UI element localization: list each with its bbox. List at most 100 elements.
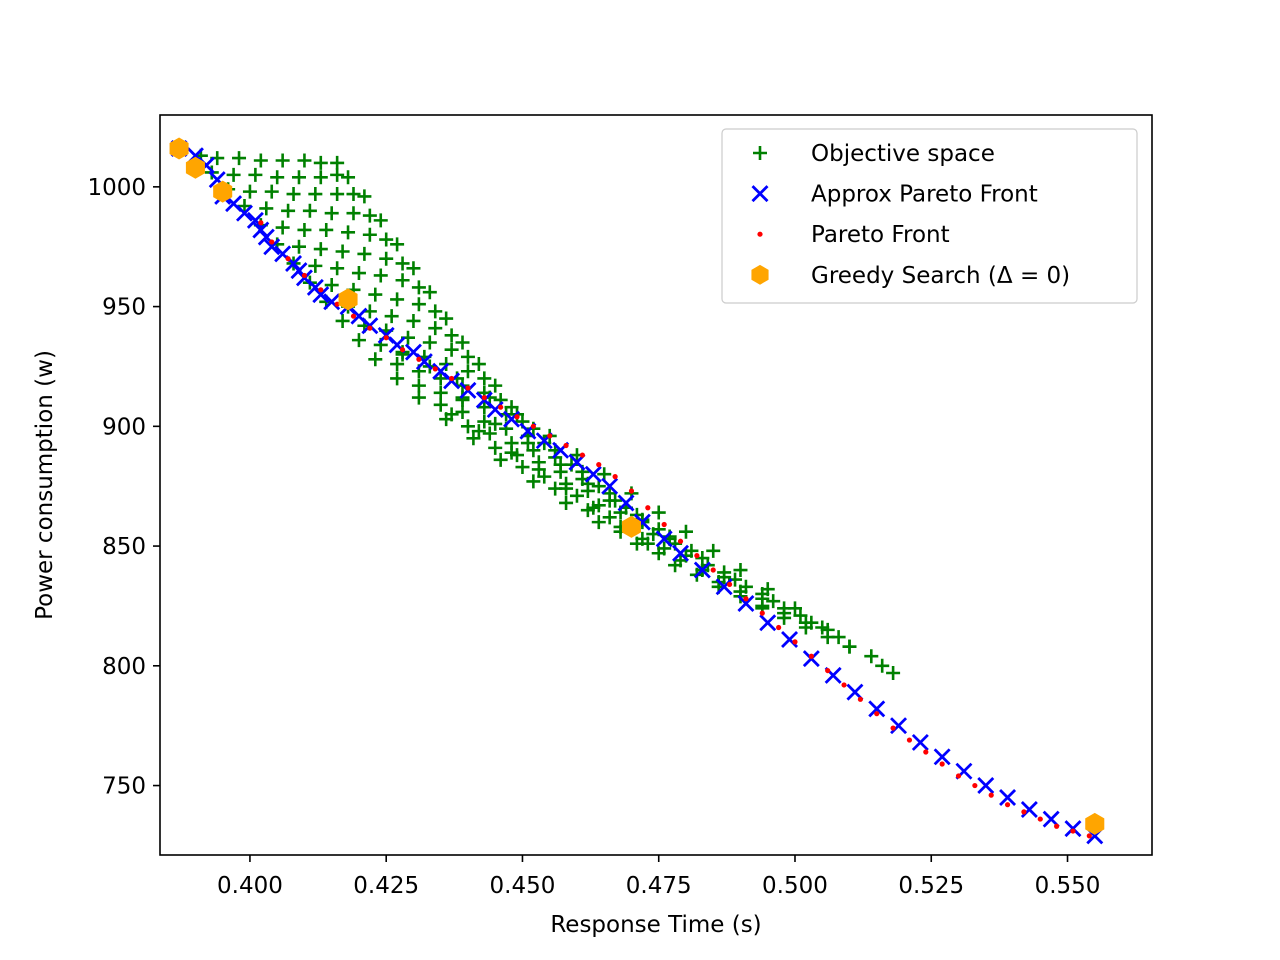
series-2-point-20 bbox=[579, 452, 586, 458]
series-0-point-79 bbox=[471, 357, 486, 372]
series-0-point-188 bbox=[842, 639, 857, 654]
series-0-point-208 bbox=[444, 407, 459, 422]
series-0-point-36 bbox=[341, 225, 356, 240]
series-0-point-144 bbox=[559, 495, 574, 510]
y-tick-label: 900 bbox=[102, 414, 146, 440]
series-0-point-161 bbox=[651, 546, 666, 561]
series-0-point-91 bbox=[433, 371, 448, 386]
series-0-point-106 bbox=[455, 404, 470, 419]
series-0-point-22 bbox=[346, 187, 361, 202]
series-2-point-7 bbox=[367, 325, 373, 331]
series-0-point-204 bbox=[733, 563, 748, 578]
series-2-point-5 bbox=[334, 301, 340, 307]
series-1-point-49 bbox=[868, 700, 886, 718]
series-1-point-6 bbox=[235, 204, 253, 222]
series-1-point-45 bbox=[781, 630, 799, 648]
series-1-point-42 bbox=[715, 578, 733, 596]
series-2-point-35 bbox=[825, 667, 831, 674]
series-0-point-215 bbox=[640, 536, 655, 551]
series-2-point-11 bbox=[432, 366, 438, 372]
x-tick-label: 0.525 bbox=[898, 873, 964, 899]
series-0-point-129 bbox=[515, 460, 530, 475]
axis-ticks: 0.400 0.425 0.450 0.475 0.500 0.525 0.550 750 80… bbox=[87, 175, 1100, 899]
series-2-point-40 bbox=[906, 737, 913, 743]
series-0-point-35 bbox=[319, 222, 334, 237]
series-1-point-52 bbox=[933, 748, 951, 766]
series-0-point-61 bbox=[411, 297, 426, 312]
series-0-point-9 bbox=[226, 167, 241, 182]
series-2-point-45 bbox=[988, 792, 994, 798]
series-0-point-96 bbox=[390, 371, 405, 386]
series-1-point-30 bbox=[503, 410, 521, 428]
series-1-point-51 bbox=[911, 733, 929, 751]
series-0-point-202 bbox=[678, 524, 693, 539]
series-0-point-43 bbox=[335, 244, 350, 259]
series-0-point-15 bbox=[341, 170, 356, 185]
series-2-point-4 bbox=[318, 287, 324, 293]
legend-label: Objective space bbox=[811, 141, 995, 167]
series-0-point-114 bbox=[482, 426, 497, 441]
series-0-point-18 bbox=[264, 184, 279, 199]
series-0-point-187 bbox=[820, 630, 835, 645]
series-1-point-10 bbox=[263, 238, 281, 256]
series-0-point-41 bbox=[291, 239, 306, 254]
series-0-point-33 bbox=[275, 220, 290, 235]
series-0-point-60 bbox=[390, 292, 405, 307]
series-0-point-88 bbox=[368, 352, 383, 367]
series-0-point-4 bbox=[275, 153, 290, 168]
series-2-point-29 bbox=[726, 581, 733, 587]
series-2-point-46 bbox=[1004, 802, 1011, 808]
series-0-point-42 bbox=[313, 242, 328, 257]
x-tick-label: 0.500 bbox=[762, 873, 828, 899]
series-3-point-1 bbox=[185, 156, 205, 179]
series-0-point-25 bbox=[259, 201, 274, 216]
series-0-point-121 bbox=[488, 440, 503, 455]
series-0-point-7 bbox=[330, 155, 345, 170]
series-0-point-186 bbox=[798, 620, 813, 635]
series-0-point-210 bbox=[504, 445, 519, 460]
series-2-point-31 bbox=[759, 610, 765, 616]
series-0-point-19 bbox=[286, 187, 301, 202]
series-2-point-9 bbox=[399, 347, 406, 353]
series-0-point-44 bbox=[357, 246, 372, 261]
series-2-point-48 bbox=[1037, 816, 1043, 822]
series-0-point-49 bbox=[308, 258, 323, 273]
series-1-point-54 bbox=[977, 777, 995, 795]
legend-label: Greedy Search (Δ = 0) bbox=[811, 263, 1070, 289]
series-2-point-12 bbox=[449, 375, 455, 382]
axes-frame bbox=[159, 114, 1153, 856]
series-0-point-128 bbox=[493, 452, 508, 467]
series-2-point-25 bbox=[661, 521, 667, 528]
series-0-point-113 bbox=[460, 419, 475, 434]
series-2-point-47 bbox=[1021, 809, 1027, 815]
series-2-point-0 bbox=[258, 220, 264, 226]
series-0-point-218 bbox=[520, 436, 535, 451]
series-2-point-27 bbox=[694, 553, 700, 559]
series-2-point-6 bbox=[350, 313, 357, 319]
series-0-point-23 bbox=[357, 189, 372, 204]
series-0-point-27 bbox=[302, 203, 317, 218]
x-tick-label: 0.475 bbox=[626, 873, 692, 899]
series-2-point-2 bbox=[285, 256, 291, 262]
legend-marker bbox=[751, 264, 769, 285]
series-0-point-76 bbox=[422, 335, 437, 350]
series-0-point-209 bbox=[471, 424, 486, 439]
series-0-point-11 bbox=[270, 170, 285, 185]
series-3 bbox=[169, 137, 1105, 835]
series-0-point-14 bbox=[330, 167, 345, 182]
series-0-point-95 bbox=[504, 400, 519, 415]
series-0-point-221 bbox=[608, 493, 623, 508]
series-0-point-26 bbox=[281, 203, 296, 218]
series-2-point-42 bbox=[939, 761, 945, 767]
series-2-point-23 bbox=[628, 488, 635, 494]
series-1-point-24 bbox=[415, 353, 433, 371]
series-1-point-43 bbox=[737, 595, 755, 613]
plot-marks bbox=[169, 137, 1105, 845]
series-0-point-138 bbox=[569, 488, 584, 503]
series-0-point-146 bbox=[602, 510, 617, 525]
series-1-point-40 bbox=[672, 544, 690, 562]
x-tick-label: 0.400 bbox=[217, 873, 283, 899]
series-2-point-21 bbox=[596, 462, 602, 468]
series-0-point-45 bbox=[379, 251, 394, 266]
